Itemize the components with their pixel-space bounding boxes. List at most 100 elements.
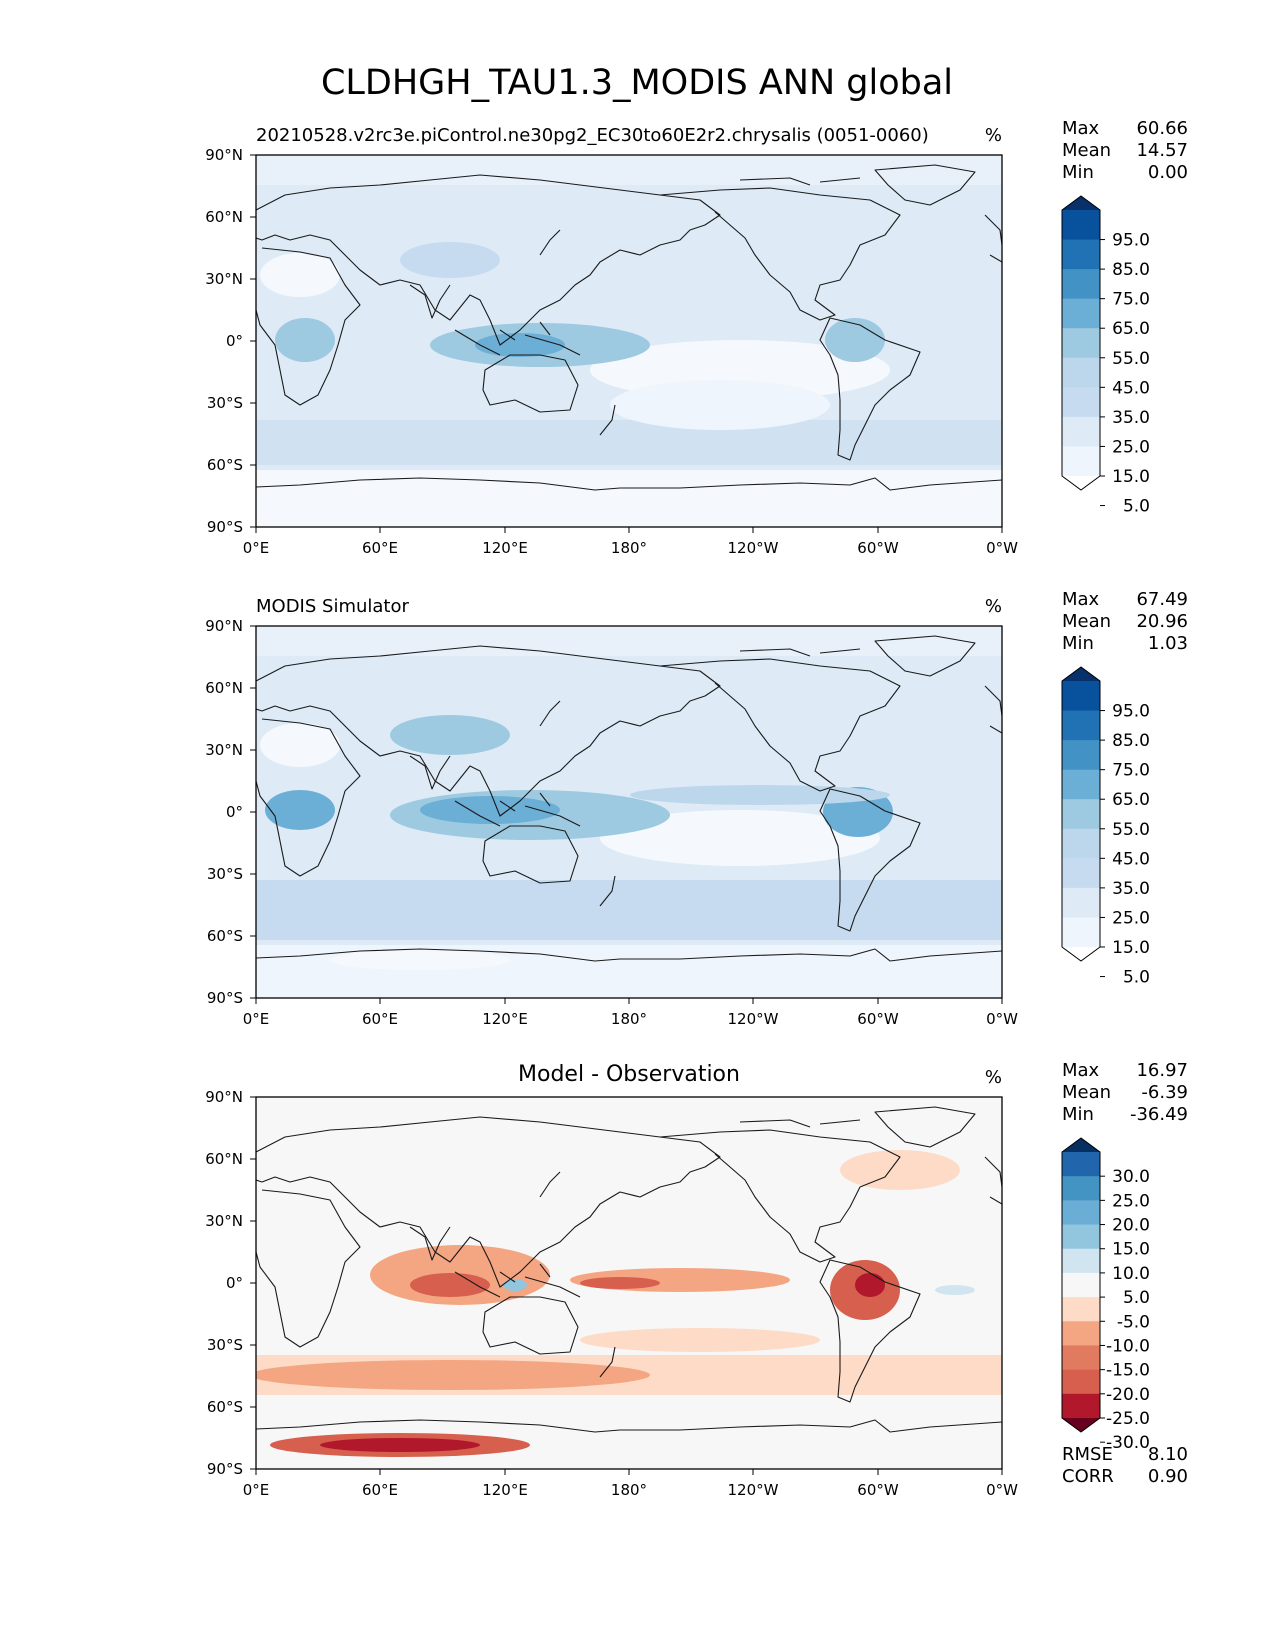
lon-tick-label: 180° [611,1010,647,1028]
colorbar-segment [1062,681,1100,712]
field-sahara [260,253,340,297]
lon-tick-label: 0°W [986,539,1018,557]
lat-tick-label: 90°N [205,1088,243,1106]
field-antarctic-plateau [330,950,510,970]
lon-tick-label: 120°E [482,1010,528,1028]
coastlines [256,635,1002,962]
colorbar-tick-label: 10.0 [1112,1264,1150,1284]
colorbar-segment [1062,328,1100,359]
lat-axis: 90°N 60°N 30°N 0° 30°S 60°S 90°S [205,1088,256,1478]
colorbar-segment [1062,1272,1100,1298]
field-amazon-core [855,1273,885,1297]
colorbar-segment [1062,887,1100,918]
lat-axis: 90°N 60°N 30°N 0° 30°S 60°S 90°S [205,617,256,1007]
stat-label: Mean [1062,140,1111,161]
colorbar-segment [1062,239,1100,270]
coast-western-europe [984,685,1002,734]
colorbar: 30.0 25.0 20.0 15.0 10.0 5.0 -5.0 -10.0 -15.0 -20… [1061,1137,1150,1453]
lat-tick-label: 60°N [205,1150,243,1168]
panel-units: % [985,1067,1002,1088]
lat-tick-label: 90°N [205,617,243,635]
colorbar-segment [1062,1200,1100,1226]
coast-japan [539,700,561,727]
field-subtropic-pacific [600,810,880,866]
coast-india [409,755,451,790]
colorbar-tick-label: 35.0 [1112,408,1150,428]
panel-left-title: MODIS Simulator [256,596,409,617]
coast-europe-asia [256,174,721,346]
lat-tick-label: 0° [226,803,243,821]
footer-stats: RMSE 8.10 CORR 0.90 [1062,1444,1188,1487]
colorbar-segment [1062,269,1100,300]
lat-tick-label: 0° [226,332,243,350]
field-north-atlantic [840,1150,960,1190]
coast-greenland [874,164,976,206]
colorbar: 95.0 85.0 75.0 65.0 55.0 45.0 35.0 25.0 15.0 5.0 [1061,195,1150,517]
lon-tick-label: 0°E [243,1010,270,1028]
field-pacific-itcz-core [580,1277,660,1289]
lon-tick-label: 0°E [243,539,270,557]
colorbar-segment [1062,769,1100,800]
colorbar-segment [1062,446,1100,477]
coast-south-america [819,788,921,932]
colorbar-segment [1062,828,1100,859]
colorbar-segment [1062,1297,1100,1322]
coast-new-zealand [599,875,616,907]
lon-tick-label: 60°W [857,539,899,557]
stat-label: Min [1062,633,1094,654]
coast-australia [482,1296,579,1355]
stat-value: 8.10 [1148,1444,1188,1465]
colorbar-segment [1062,1393,1100,1419]
lon-tick-label: 120°W [728,1010,779,1028]
lat-tick-label: 90°S [207,1460,243,1478]
panel-left-title: 20210528.v2rc3e.piControl.ne30pg2_EC30to… [256,125,929,146]
coast-north-america [659,1129,901,1263]
field-warm-pool-core [475,333,565,357]
coast-greenland [874,1106,976,1148]
panel-center-title: Model - Observation [518,1062,740,1087]
field-midlat-south [256,420,1002,465]
colorbar-tick-label: 25.0 [1112,437,1150,457]
colorbar-tick-label: 5.0 [1123,968,1150,988]
colorbar-tick-label: 55.0 [1112,349,1150,369]
colorbar-tick-label: 5.0 [1123,497,1150,517]
stat-label: RMSE [1062,1444,1113,1465]
coast-europe-asia [256,1116,721,1288]
panel-units: % [985,596,1002,617]
coast-new-zealand [599,404,616,436]
colorbar-segment [1062,416,1100,447]
colorbar-tick-label: 15.0 [1112,938,1150,958]
colorbar-extend-bottom [1062,947,1100,961]
field-east-pacific-positive [935,1285,975,1295]
field-warm-pool-core [420,796,560,824]
stat-label: CORR [1062,1466,1114,1487]
lat-tick-label: 60°S [207,927,243,945]
colorbar: 95.0 85.0 75.0 65.0 55.0 45.0 35.0 25.0 15.0 5.0 [1061,666,1150,988]
coast-greenland [874,635,976,677]
stat-value: -6.39 [1141,1082,1188,1103]
field-africa-convective [265,790,335,830]
colorbar-tick-label: -25.0 [1106,1409,1150,1429]
lat-tick-label: 30°N [205,270,243,288]
colorbar-tick-label: -5.0 [1117,1312,1150,1332]
field-western-pacific-positive [503,1279,527,1291]
colorbar-segment [1062,1321,1100,1346]
lon-tick-label: 60°W [857,1481,899,1499]
stat-value: 67.49 [1136,589,1188,610]
colorbar-segment [1062,858,1100,889]
colorbar-tick-label: -20.0 [1106,1385,1150,1405]
colorbar-segment [1062,1345,1100,1371]
coast-australia [482,825,579,884]
lon-tick-label: 120°W [728,539,779,557]
lon-tick-label: 120°E [482,1481,528,1499]
stat-label: Mean [1062,1082,1111,1103]
panel-difference: Model - Observation % [205,1060,1188,1499]
coastlines [256,164,1002,491]
coastlines [256,1106,1002,1433]
coast-maritime-continent [454,321,581,356]
lat-tick-label: 30°S [207,394,243,412]
lon-axis: 0°E 60°E 120°E 180° 120°W 60°W 0°W [243,1469,1018,1499]
coast-india [409,284,451,319]
coast-arctic-islands [739,648,861,657]
